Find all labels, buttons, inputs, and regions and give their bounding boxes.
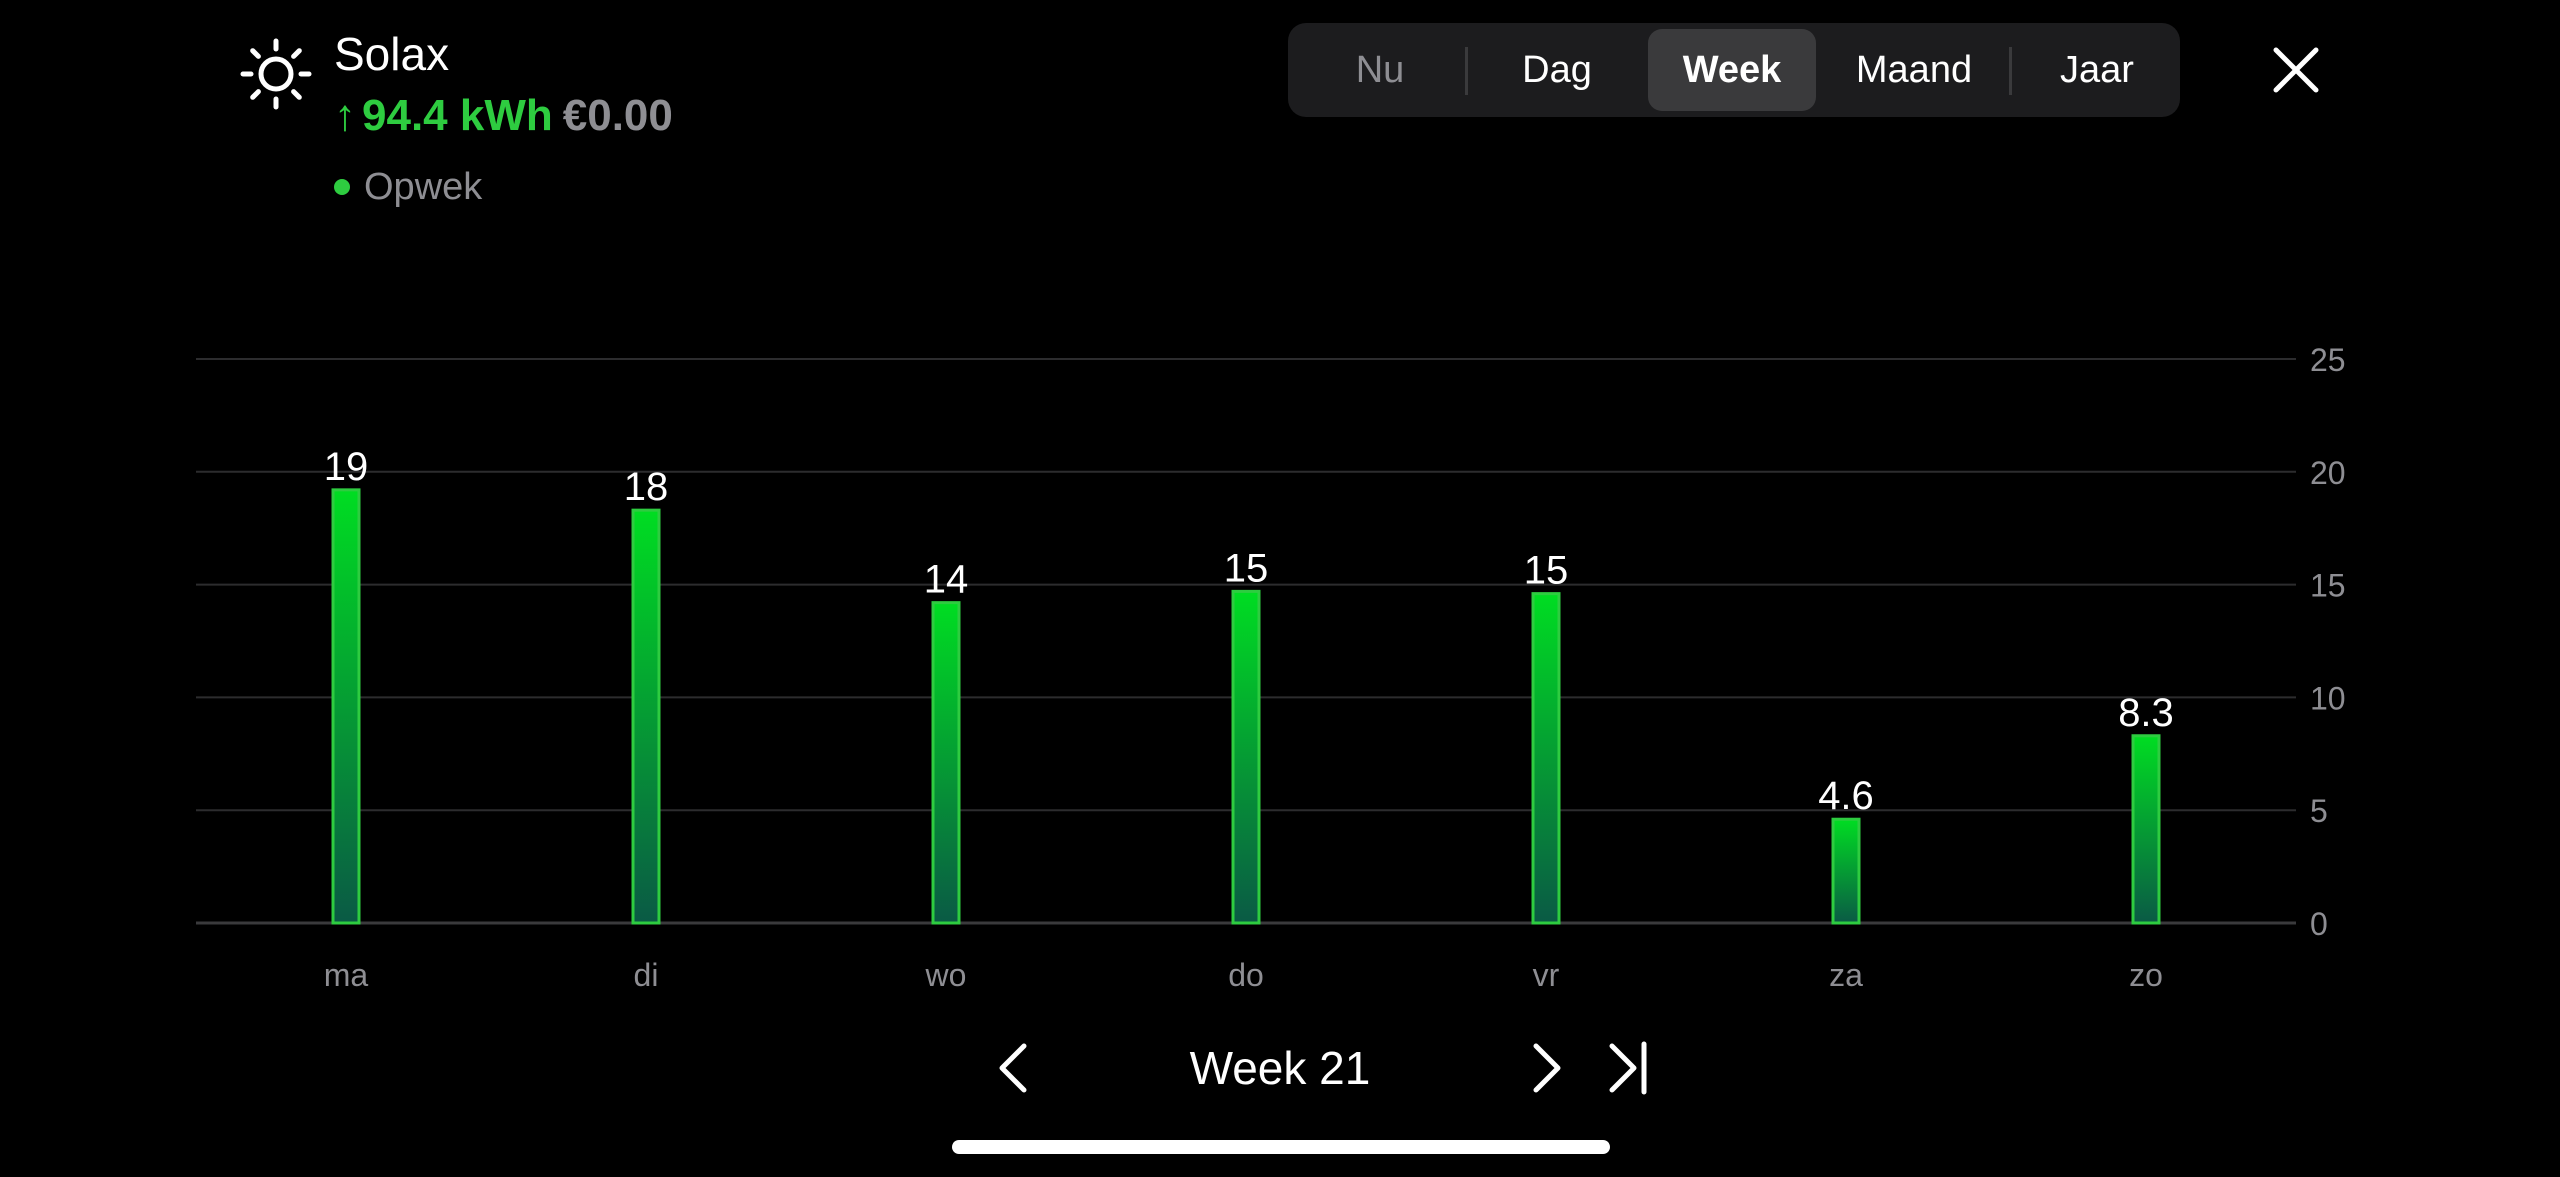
x-tick-label: wo bbox=[925, 957, 967, 993]
tab-maand[interactable]: Maand bbox=[1855, 49, 1973, 91]
segment-divider bbox=[1465, 47, 1468, 95]
y-tick-label: 10 bbox=[2310, 680, 2346, 716]
skip-to-end-icon[interactable] bbox=[1598, 1038, 1658, 1098]
period-segmented-control: Nu Dag Week Maand Jaar bbox=[1288, 23, 2180, 117]
y-tick-label: 25 bbox=[2310, 342, 2346, 378]
data-label: 14 bbox=[924, 558, 969, 602]
data-label: 8.3 bbox=[2118, 691, 2174, 735]
x-tick-label: za bbox=[1829, 957, 1863, 993]
home-indicator[interactable] bbox=[952, 1140, 1610, 1154]
legend-dot-icon bbox=[334, 179, 350, 195]
period-label: Week 21 bbox=[1189, 1042, 1371, 1094]
data-label: 18 bbox=[624, 465, 669, 509]
x-tick-label: do bbox=[1228, 957, 1264, 993]
bar-wo[interactable] bbox=[931, 601, 961, 925]
sun-icon bbox=[240, 38, 312, 110]
segment-divider bbox=[2009, 47, 2012, 95]
close-icon[interactable] bbox=[2266, 40, 2326, 100]
data-label: 4.6 bbox=[1818, 774, 1874, 818]
x-tick-label: ma bbox=[324, 957, 369, 993]
energy-total: 94.4 kWh bbox=[362, 91, 553, 140]
y-tick-label: 5 bbox=[2310, 793, 2328, 829]
bar-vr[interactable] bbox=[1531, 592, 1561, 925]
bar-di[interactable] bbox=[631, 508, 661, 925]
chevron-left-icon[interactable] bbox=[984, 1038, 1044, 1098]
energy-cost: €0.00 bbox=[562, 91, 673, 140]
tab-nu: Nu bbox=[1355, 49, 1405, 91]
tab-week[interactable]: Week bbox=[1648, 29, 1816, 111]
chevron-right-icon[interactable] bbox=[1516, 1038, 1576, 1098]
y-tick-label: 15 bbox=[2310, 568, 2346, 604]
bar-do[interactable] bbox=[1231, 589, 1261, 925]
bar-ma[interactable] bbox=[331, 488, 361, 925]
bar-zo[interactable] bbox=[2131, 734, 2161, 925]
y-tick-label: 20 bbox=[2310, 455, 2346, 491]
device-name: Solax bbox=[334, 28, 450, 80]
chart-legend: Opwek bbox=[334, 162, 482, 212]
legend-label: Opwek bbox=[364, 166, 483, 208]
x-tick-label: zo bbox=[2129, 957, 2163, 993]
energy-summary: ↑ 94.4 kWh €0.00 bbox=[334, 88, 673, 144]
x-tick-label: vr bbox=[1533, 957, 1560, 993]
bar-za[interactable] bbox=[1831, 817, 1861, 925]
data-label: 15 bbox=[1224, 546, 1269, 590]
tab-jaar[interactable]: Jaar bbox=[2060, 49, 2134, 91]
tab-dag[interactable]: Dag bbox=[1522, 49, 1592, 91]
y-tick-label: 0 bbox=[2310, 906, 2328, 942]
x-tick-label: di bbox=[634, 957, 659, 993]
arrow-up-icon: ↑ bbox=[334, 91, 356, 140]
data-label: 19 bbox=[324, 445, 369, 489]
data-label: 15 bbox=[1524, 549, 1569, 593]
